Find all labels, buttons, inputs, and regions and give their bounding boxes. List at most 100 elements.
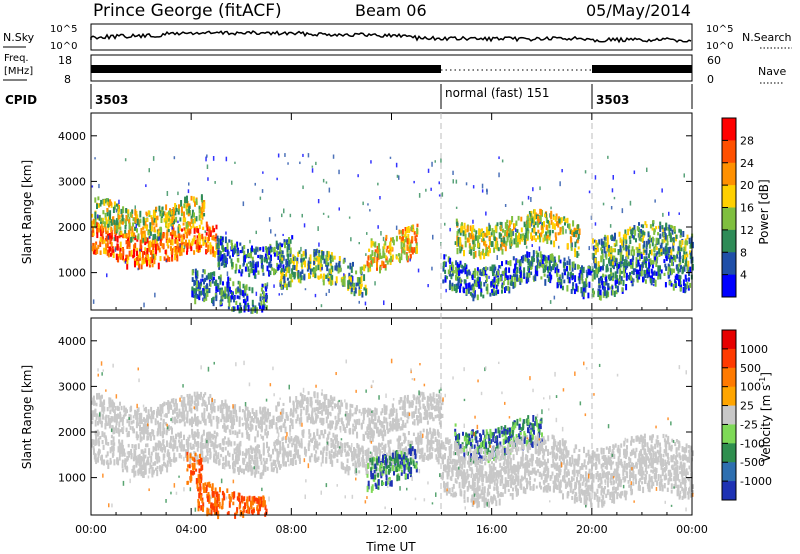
data-point xyxy=(205,156,207,162)
data-point xyxy=(457,222,459,227)
data-point xyxy=(318,252,321,259)
data-point xyxy=(401,411,404,416)
data-point xyxy=(238,269,241,274)
data-point xyxy=(204,392,207,396)
data-point xyxy=(278,293,280,296)
data-point xyxy=(570,271,573,279)
data-point xyxy=(95,434,98,440)
data-point xyxy=(385,406,388,411)
data-point xyxy=(689,282,692,288)
data-point xyxy=(406,244,409,251)
data-point xyxy=(371,250,374,256)
data-point xyxy=(373,251,376,257)
data-point xyxy=(468,238,471,243)
data-point xyxy=(270,263,273,269)
data-point xyxy=(648,239,650,244)
data-point xyxy=(543,273,546,277)
data-point xyxy=(347,284,350,290)
data-point xyxy=(146,248,149,255)
data-point xyxy=(350,287,353,293)
data-point xyxy=(117,214,120,220)
data-point xyxy=(215,224,218,230)
data-point xyxy=(286,246,289,253)
data-point xyxy=(188,182,190,186)
data-point xyxy=(152,237,155,244)
data-point xyxy=(451,286,454,290)
data-point xyxy=(119,429,122,433)
data-point xyxy=(173,218,175,225)
data-point xyxy=(230,290,233,294)
data-point xyxy=(618,281,621,285)
data-point xyxy=(676,251,679,255)
data-point xyxy=(417,415,420,419)
data-point xyxy=(296,414,299,419)
data-point xyxy=(382,246,385,253)
nsearch-tick-top: 10^5 xyxy=(706,24,733,35)
data-point xyxy=(389,260,392,265)
data-point xyxy=(399,397,402,403)
data-point xyxy=(132,254,135,259)
data-point xyxy=(449,284,451,289)
data-point xyxy=(683,265,686,272)
data-point xyxy=(580,287,583,294)
data-point xyxy=(678,212,680,215)
data-point xyxy=(105,220,108,225)
data-point xyxy=(429,431,432,435)
data-point xyxy=(367,407,370,412)
data-point xyxy=(488,224,491,232)
data-point xyxy=(441,192,444,197)
data-point xyxy=(506,223,509,231)
data-point xyxy=(322,178,325,183)
data-point xyxy=(191,428,194,435)
data-point xyxy=(146,237,149,243)
data-point xyxy=(201,403,204,407)
data-point xyxy=(180,447,183,452)
data-point xyxy=(547,270,550,274)
data-point xyxy=(203,297,206,303)
data-point xyxy=(315,161,317,166)
data-point xyxy=(490,281,493,286)
data-point xyxy=(524,232,527,239)
data-point xyxy=(543,221,545,228)
data-point xyxy=(101,238,104,245)
data-point xyxy=(479,269,482,276)
data-point xyxy=(384,264,387,269)
data-point xyxy=(413,180,415,184)
data-point xyxy=(672,242,675,246)
data-point xyxy=(240,468,243,474)
data-point xyxy=(303,395,306,402)
data-point xyxy=(492,272,494,277)
data-point xyxy=(495,242,498,250)
freq-unit-label: [MHz] xyxy=(4,66,33,77)
data-point xyxy=(367,256,370,260)
data-point xyxy=(535,214,538,220)
data-point xyxy=(153,217,156,223)
data-point xyxy=(354,287,357,294)
data-point xyxy=(307,260,310,267)
data-point xyxy=(129,425,132,430)
data-point xyxy=(193,217,196,224)
data-point xyxy=(376,245,379,253)
data-point xyxy=(302,153,304,157)
data-point xyxy=(201,412,204,418)
data-point xyxy=(566,260,569,265)
data-point xyxy=(110,242,113,247)
data-point xyxy=(122,414,125,419)
data-point xyxy=(252,447,255,451)
data-point xyxy=(299,413,302,417)
data-point xyxy=(319,262,322,268)
data-point xyxy=(195,395,198,399)
data-point xyxy=(513,238,516,245)
data-point xyxy=(105,230,108,235)
data-point xyxy=(123,448,126,455)
data-point xyxy=(498,172,500,178)
data-point xyxy=(391,403,394,408)
data-point xyxy=(258,302,261,306)
data-point xyxy=(381,421,384,428)
data-point xyxy=(107,415,110,421)
data-point xyxy=(188,418,191,423)
data-point xyxy=(391,423,394,427)
data-point xyxy=(195,216,198,222)
data-point xyxy=(483,241,486,246)
data-point xyxy=(623,267,625,273)
